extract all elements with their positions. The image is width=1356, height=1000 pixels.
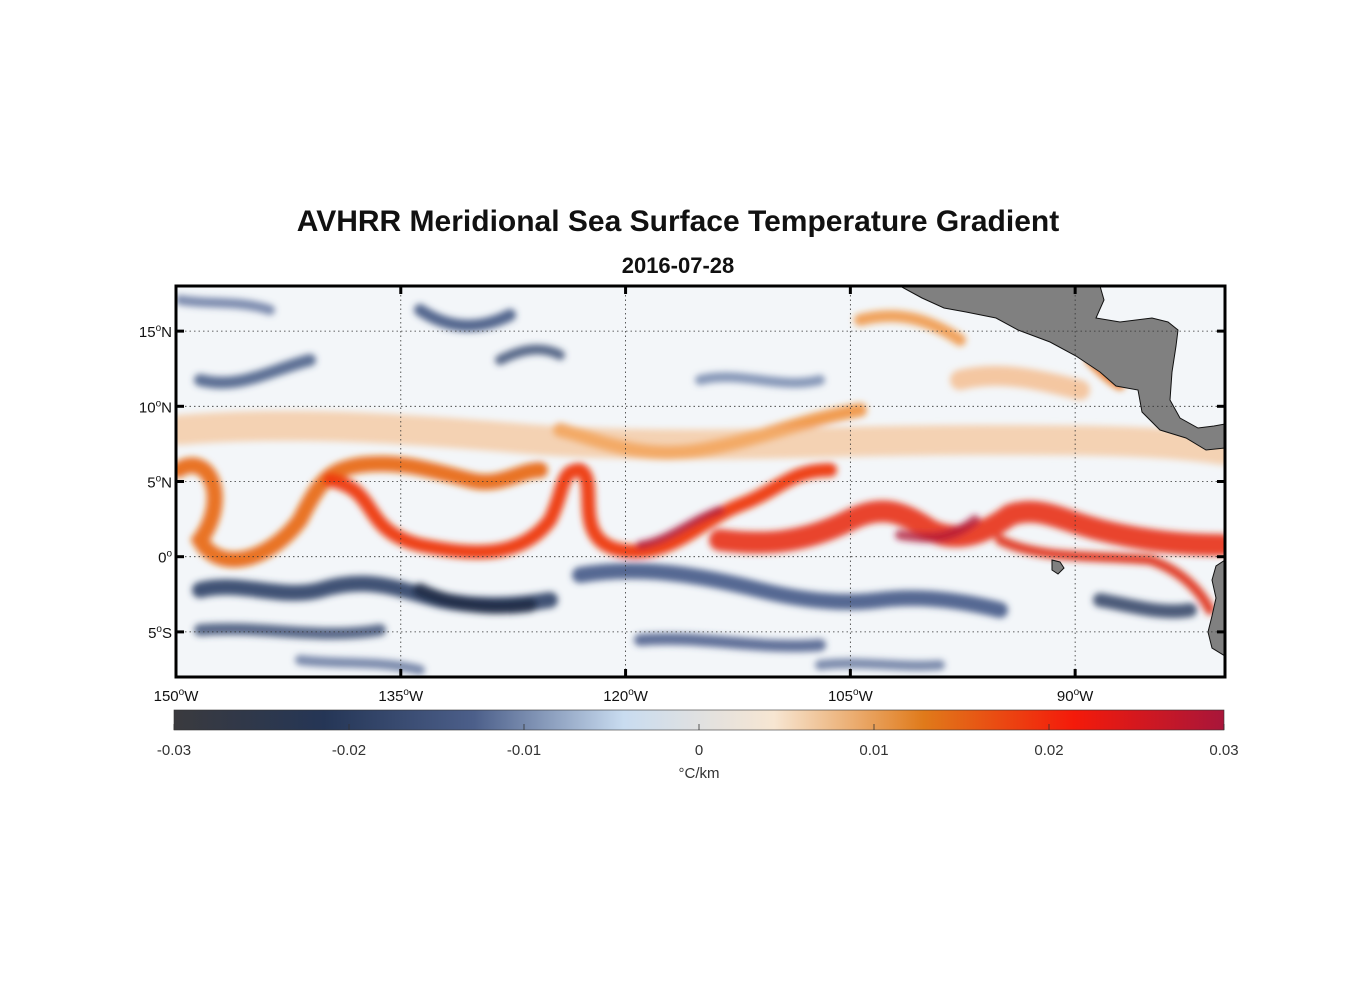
gradient-band [413,583,537,614]
lon-tick-label: 135oW [378,687,424,705]
colorbar-tick-label: 0 [695,742,703,759]
gradient-band [176,410,1225,465]
gradient-band [1093,593,1197,619]
gradient-band [176,295,275,315]
colorbar-tick-label: -0.03 [157,742,191,759]
lat-tick-label: 10oN [139,398,172,416]
gradient-band [323,462,837,560]
gradient-band [950,365,1090,400]
colorbar-tick-label: 0.02 [1034,742,1063,759]
chart-title: AVHRR Meridional Sea Surface Temperature… [296,205,1060,238]
chart-subtitle: 2016-07-28 [621,253,735,278]
gradient-band [194,622,386,640]
gradient-band [815,658,945,671]
central-america-landmass [899,286,1225,451]
gradient-band [295,655,425,675]
sst-gradient-field [176,295,1225,675]
lat-tick-label: 15oN [139,323,172,341]
colorbar-tick-label: 0.01 [859,742,888,759]
lat-tick-label: 5oS [148,624,172,642]
graticule [176,286,1225,677]
gradient-band [495,344,565,365]
gradient-band [709,500,1225,556]
lon-tick-label: 90oW [1057,687,1094,705]
gradient-band [895,515,980,543]
gradient-band [194,354,316,389]
colorbar-tick-label: -0.01 [507,742,541,759]
gradient-band [414,304,516,332]
lon-tick-label: 150oW [154,687,200,705]
gradient-band [634,632,826,653]
lon-tick-label: 105oW [828,687,874,705]
gradient-band [695,372,825,388]
colorbar-ticks: -0.03 -0.02 -0.01 0 0.01 0.02 0.03 [157,724,1239,759]
gradient-band [995,535,1215,615]
gradient-band [176,455,548,568]
gradient-band [854,310,966,346]
colorbar-tick-label: -0.02 [332,742,366,759]
lon-tick-label: 120oW [603,687,649,705]
galapagos-island [1051,559,1065,575]
lat-tick-label: 5oN [147,474,172,492]
colorbar-units: °C/km [679,765,720,782]
colorbar-tick-label: 0.03 [1209,742,1238,759]
gradient-band [572,562,1008,618]
lat-tick-label: 0o [158,549,172,567]
map-axes: 15oN 10oN 5oN 0o 5oS 150oW 135oW 120oW 105oW 90oW [139,286,1225,705]
gradient-band [636,506,724,549]
